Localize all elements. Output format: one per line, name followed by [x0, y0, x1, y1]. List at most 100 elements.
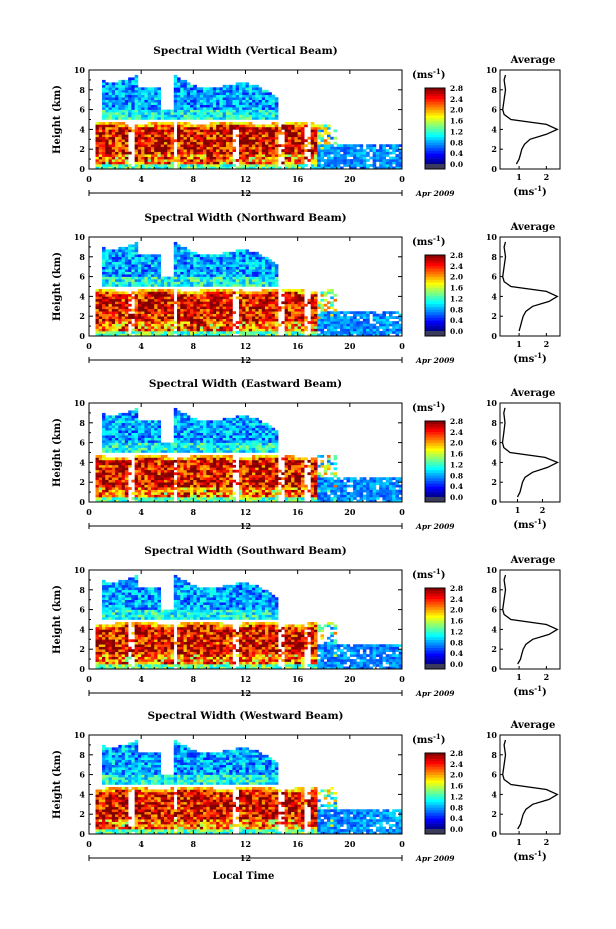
heatmap-cell: [229, 164, 233, 167]
heatmap-cell: [209, 102, 214, 105]
heatmap-cell: [333, 308, 338, 312]
heatmap-cell: [323, 316, 328, 319]
heatmap-cell: [284, 306, 289, 310]
heatmap-cell: [157, 139, 162, 143]
heatmap-cell: [268, 129, 272, 133]
colorbar-tick-label: 2.4: [450, 262, 463, 271]
heatmap-cell: [147, 109, 152, 113]
heatmap-cell: [193, 266, 197, 270]
heatmap-cell: [268, 301, 272, 305]
heatmap-cell: [118, 472, 122, 476]
heatmap-cell: [327, 126, 331, 130]
heatmap-cell: [173, 269, 178, 272]
heatmap-cell: [297, 149, 302, 152]
heatmap-cell: [170, 161, 175, 165]
heatmap-cell: [134, 246, 139, 250]
heatmap-cell: [131, 256, 135, 260]
heatmap-cell: [265, 276, 269, 280]
heatmap-cell: [137, 450, 142, 453]
heatmap-cell: [137, 281, 142, 285]
heatmap-cell: [258, 94, 263, 98]
heatmap-cell: [177, 279, 181, 282]
heatmap-cell: [147, 274, 152, 277]
heatmap-cell: [229, 308, 233, 312]
heatmap-cell: [131, 497, 135, 500]
heatmap-cell: [144, 126, 148, 130]
heatmap-cell: [108, 328, 113, 332]
heatmap-cell: [124, 109, 129, 113]
heatmap-cell: [108, 254, 113, 258]
heatmap-cell: [186, 284, 191, 287]
heatmap-cell: [255, 269, 259, 272]
heatmap-cell: [346, 164, 351, 167]
heatmap-cell: [144, 129, 148, 133]
heatmap-cell: [144, 474, 148, 478]
heatmap-cell: [261, 266, 266, 270]
heatmap-cell: [95, 318, 100, 322]
heatmap-cell: [209, 159, 214, 162]
heatmap-cell: [242, 303, 246, 307]
heatmap-cell: [147, 92, 152, 96]
heatmap-cell: [203, 318, 207, 322]
heatmap-cell: [190, 166, 194, 170]
heatmap-cell: [252, 303, 256, 307]
heatmap-cell: [258, 323, 263, 327]
heatmap-cell: [287, 129, 292, 133]
heatmap-cell: [271, 296, 276, 300]
heatmap-cell: [163, 318, 168, 322]
heatmap-cell: [265, 117, 269, 120]
heatmap-cell: [199, 291, 204, 295]
heatmap-cell: [193, 264, 197, 267]
heatmap-cell: [167, 151, 171, 155]
heatmap-cell: [199, 131, 204, 135]
heatmap-cell: [102, 472, 106, 476]
heatmap-cell: [186, 296, 191, 300]
y-tick-label: 8: [79, 252, 85, 262]
heatmap-cell: [95, 298, 100, 302]
heatmap-cell: [219, 139, 223, 143]
heatmap-cell: [248, 318, 253, 322]
heatmap-cell: [268, 288, 272, 292]
heatmap-cell: [327, 313, 331, 317]
heatmap-cell: [291, 298, 295, 302]
heatmap-cell: [157, 323, 162, 327]
heatmap-cell: [219, 326, 223, 329]
heatmap-cell: [209, 254, 214, 258]
heatmap-cell: [144, 279, 148, 282]
heatmap-cell: [261, 151, 266, 155]
heatmap-cell: [154, 279, 158, 282]
heatmap-cell: [304, 328, 308, 332]
heatmap-cell: [294, 291, 298, 295]
heatmap-cell: [141, 99, 145, 103]
heatmap-cell: [141, 288, 145, 292]
heatmap-cell: [287, 293, 292, 297]
heatmap-cell: [108, 124, 113, 128]
heatmap-cell: [248, 266, 253, 270]
heatmap-cell: [255, 102, 259, 105]
heatmap-cell: [180, 139, 184, 143]
heatmap-cell: [137, 457, 142, 461]
heatmap-cell: [261, 279, 266, 282]
heatmap-cell: [245, 102, 250, 105]
heatmap-cell: [102, 432, 106, 436]
heatmap-cell: [121, 149, 126, 152]
heatmap-cell: [196, 323, 201, 327]
heatmap-cell: [141, 296, 145, 300]
heatmap-cell: [199, 306, 204, 310]
heatmap-cell: [134, 141, 139, 145]
heatmap-cell: [147, 114, 152, 118]
heatmap-cell: [98, 494, 103, 498]
heatmap-cell: [304, 303, 308, 307]
heatmap-cell: [141, 126, 145, 130]
heatmap-cell: [287, 303, 292, 307]
heatmap-cell: [180, 117, 184, 120]
heatmap-cell: [291, 156, 295, 160]
heatmap-cell: [261, 159, 266, 162]
heatmap-cell: [219, 87, 223, 91]
y-tick-label: 6: [79, 105, 85, 115]
heatmap-cell: [186, 112, 191, 115]
heatmap-cell: [186, 126, 191, 130]
heatmap-cell: [134, 311, 139, 315]
heatmap-cell: [108, 326, 113, 329]
heatmap-cell: [134, 87, 139, 91]
